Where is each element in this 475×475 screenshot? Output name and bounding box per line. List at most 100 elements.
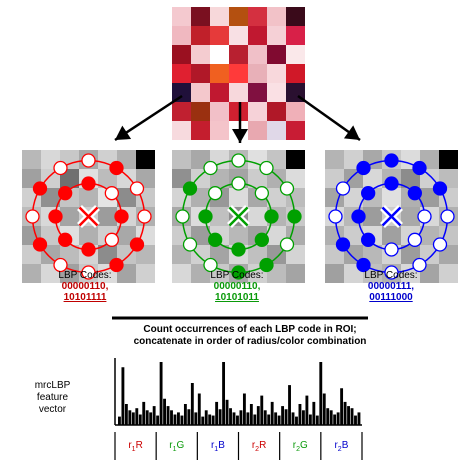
histogram-bar [142, 401, 146, 425]
gray-pixel [98, 207, 117, 226]
histogram-bar [305, 395, 309, 425]
inner-sample-point [264, 209, 279, 224]
gray-pixel [172, 150, 191, 169]
outer-sample-point [109, 257, 124, 273]
caption-line-2: concatenate in order of radius/color com… [133, 336, 367, 347]
histogram-bar [347, 406, 350, 425]
feature-label-line-3: vector [38, 404, 67, 415]
histogram-bar [326, 408, 330, 425]
patch-cell [172, 7, 191, 26]
patch-cell [229, 102, 248, 121]
inner-sample-point [407, 186, 422, 201]
segment-label: r1B [210, 440, 225, 453]
inner-sample-point [384, 176, 399, 191]
outer-sample-point [356, 257, 371, 273]
histogram-bar [124, 404, 128, 425]
patch-cell [172, 102, 191, 121]
gray-pixel [401, 207, 420, 226]
histogram-bar [301, 410, 305, 425]
outer-sample-point [109, 160, 124, 176]
segment-label: r1R [128, 440, 143, 453]
arrow-head [343, 125, 360, 140]
outer-sample-point [412, 160, 427, 176]
patch-cell [191, 7, 210, 26]
histogram-bar [159, 362, 163, 425]
green-channel-lbp-panel [172, 150, 305, 283]
patch-cell [248, 7, 267, 26]
patch-cell [286, 64, 305, 83]
gray-pixel [420, 245, 439, 264]
red-lbp-code-2: 10101111 [63, 292, 107, 303]
outer-sample-point [328, 209, 343, 224]
gray-pixel [41, 169, 60, 188]
inner-sample-point [231, 242, 246, 257]
histogram-bar [242, 393, 246, 425]
histogram-bar [288, 385, 291, 425]
gray-pixel [344, 169, 363, 188]
outer-sample-point [231, 265, 246, 280]
histogram-bar [222, 362, 226, 425]
histogram-bar [201, 416, 205, 425]
gray-pixel [420, 169, 439, 188]
histogram-bar [135, 408, 139, 425]
inner-sample-point [208, 186, 223, 201]
outer-sample-point [182, 181, 198, 196]
patch-cell [172, 26, 191, 45]
gray-pixel [60, 207, 79, 226]
patch-cell [229, 26, 248, 45]
patch-cell [172, 121, 191, 140]
inner-sample-point [361, 186, 376, 201]
inner-sample-point [198, 209, 213, 224]
blue-lbp-header: LBP Codes: [364, 270, 418, 281]
histogram-bar [187, 409, 191, 425]
inner-sample-point [114, 209, 129, 224]
histogram-bar [163, 398, 166, 425]
gray-pixel [191, 169, 210, 188]
gray-pixel [286, 264, 305, 283]
patch-cell [286, 121, 305, 140]
center-x [78, 206, 99, 227]
gray-pixel [136, 264, 155, 283]
outer-sample-point [25, 209, 40, 224]
histogram-bar [215, 401, 219, 425]
histogram-bar [166, 406, 170, 425]
inner-sample-point [58, 232, 73, 247]
patch-cell [172, 64, 191, 83]
patch-cell [229, 64, 248, 83]
patch-cell [248, 26, 267, 45]
patch-cell [267, 121, 286, 140]
segment-label: r2R [251, 440, 267, 453]
inner-sample-point [254, 186, 269, 201]
gray-pixel [229, 188, 248, 207]
outer-sample-point [137, 209, 152, 224]
histogram-bar [333, 414, 337, 425]
arrows [114, 94, 361, 143]
inner-sample-point [81, 176, 96, 191]
red-lbp-codes: LBP Codes: 00000110, 10101111 [20, 270, 150, 303]
arrow-head [115, 125, 132, 140]
dark-pixel [136, 150, 155, 169]
inner-sample-point [81, 242, 96, 257]
blue-channel-lbp-panel [325, 150, 458, 283]
patch-cell [267, 64, 286, 83]
green-lbp-code-2: 10101011 [215, 292, 259, 303]
outer-sample-point [129, 181, 145, 196]
histogram-bar [225, 399, 229, 425]
inner-sample-point [208, 232, 223, 247]
patch-cell [248, 83, 267, 102]
histogram-bar [343, 401, 347, 425]
blue-lbp-code-1: 00000111, [367, 281, 415, 292]
histogram-caption: Count occurrences of each LBP code in RO… [60, 324, 440, 348]
histogram-bar [152, 406, 156, 425]
outer-sample-point [356, 160, 371, 176]
outer-sample-point [412, 257, 427, 273]
outer-sample-point [32, 237, 48, 252]
histogram-bar [315, 415, 319, 425]
patch-cell [248, 121, 267, 140]
gray-pixel [267, 245, 286, 264]
patch-cell [248, 45, 267, 64]
patch-cell [286, 26, 305, 45]
outer-sample-point [129, 237, 145, 252]
histogram-bar [249, 404, 253, 425]
